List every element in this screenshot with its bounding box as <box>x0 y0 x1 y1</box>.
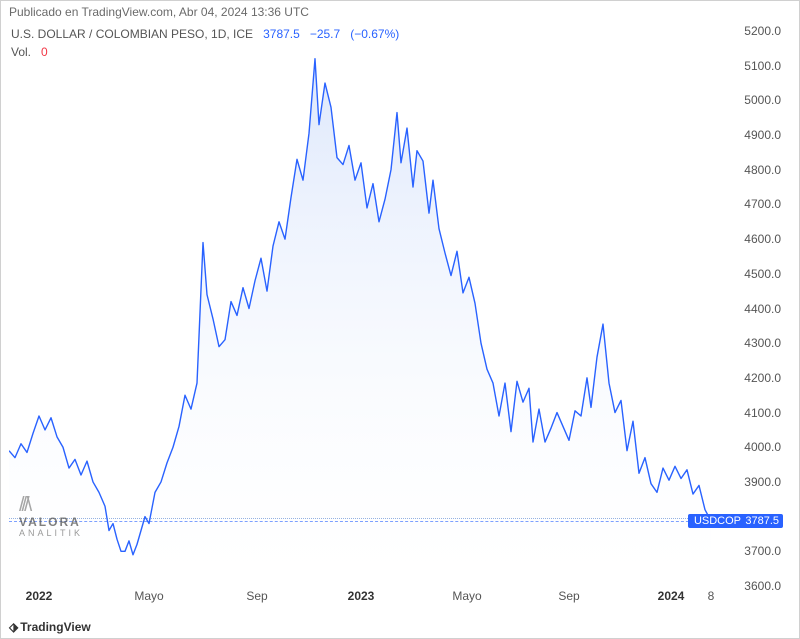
watermark-mark-icon: ///\ <box>19 494 99 517</box>
watermark-brand: VALORA <box>19 517 99 528</box>
y-tick: 3900.0 <box>744 475 781 489</box>
header-bar: Publicado en TradingView.com, Abr 04, 20… <box>1 1 799 25</box>
current-price-line <box>9 521 714 522</box>
y-tick: 4100.0 <box>744 406 781 420</box>
watermark-logo: ///\ VALORA ANALITIK <box>19 494 99 538</box>
x-tick: 8 <box>708 589 715 603</box>
x-tick: Sep <box>246 589 267 603</box>
y-tick: 4200.0 <box>744 371 781 385</box>
y-axis: 3600.03700.0USDCOP3787.53900.04000.04100… <box>713 31 791 586</box>
published-text: Publicado en TradingView.com, Abr 04, 20… <box>9 5 309 19</box>
x-tick: 2022 <box>26 589 53 603</box>
footer-brand: ⬗ TradingView <box>9 620 91 634</box>
x-tick: 2023 <box>348 589 375 603</box>
current-price-dotted <box>9 518 714 519</box>
tradingview-icon: ⬗ <box>9 620 16 634</box>
y-tick: 4000.0 <box>744 440 781 454</box>
y-tick: 4700.0 <box>744 197 781 211</box>
symbol-tag: USDCOP <box>688 514 747 528</box>
y-tick: 4600.0 <box>744 232 781 246</box>
y-tick: 3600.0 <box>744 579 781 593</box>
y-tick: 3700.0 <box>744 544 781 558</box>
y-tick: 5100.0 <box>744 59 781 73</box>
x-tick: 2024 <box>658 589 685 603</box>
y-tick: 4300.0 <box>744 336 781 350</box>
x-axis: 2022 Mayo Sep 2023 Mayo Sep 2024 8 <box>9 587 714 611</box>
y-tick: 5000.0 <box>744 93 781 107</box>
watermark-sub: ANALITIK <box>19 528 99 538</box>
y-tick: 4800.0 <box>744 163 781 177</box>
x-tick: Sep <box>558 589 579 603</box>
chart-plot[interactable] <box>9 31 714 586</box>
y-tick: 5200.0 <box>744 24 781 38</box>
chart-container: Publicado en TradingView.com, Abr 04, 20… <box>0 0 800 639</box>
x-tick: Mayo <box>452 589 481 603</box>
current-price-tag: 3787.5 <box>741 514 783 528</box>
y-tick: 4900.0 <box>744 128 781 142</box>
footer-text: TradingView <box>20 620 90 634</box>
y-tick: 4500.0 <box>744 267 781 281</box>
y-tick: 4400.0 <box>744 302 781 316</box>
chart-svg <box>9 31 714 586</box>
chart-area <box>9 59 711 586</box>
x-tick: Mayo <box>134 589 163 603</box>
